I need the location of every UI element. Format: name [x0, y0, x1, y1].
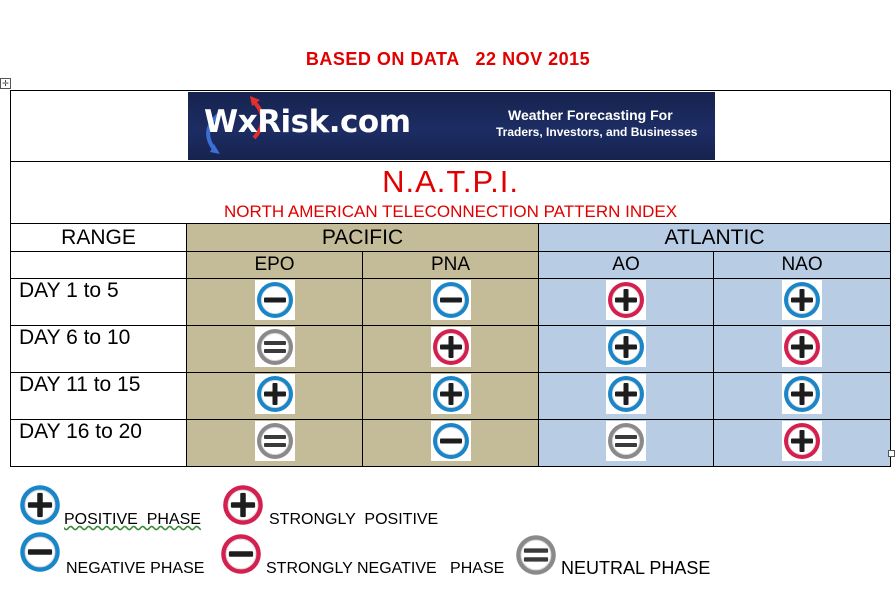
strongly-positive-phase-icon: [221, 483, 265, 527]
phase-cell: [712, 372, 892, 420]
phase-cell: [538, 419, 714, 467]
banner-row: WxRisk.com Weather Forecasting For Trade…: [9, 90, 892, 162]
wxrisk-banner: WxRisk.com Weather Forecasting For Trade…: [188, 92, 715, 160]
phase-cell: [186, 325, 363, 373]
natpi-table: WxRisk.com Weather Forecasting For Trade…: [9, 90, 892, 467]
strongly-positive-phase-icon: [782, 327, 823, 367]
table-row: DAY 11 to 15: [10, 372, 892, 420]
table-move-handle-icon[interactable]: ✛: [0, 78, 11, 89]
banner-tagline-1: Weather Forecasting For: [508, 107, 673, 123]
table-resize-handle[interactable]: [888, 450, 895, 457]
table-row: DAY 1 to 5: [10, 278, 892, 326]
table-row: DAY 16 to 20: [10, 419, 892, 467]
legend-neutral-label: NEUTRAL PHASE: [561, 558, 711, 578]
phase-cell: [712, 419, 892, 467]
positive-phase-icon: [606, 374, 646, 414]
strongly-positive-phase-icon: [606, 280, 646, 320]
phase-cell: [186, 372, 363, 420]
positive-phase-icon: [18, 483, 62, 527]
row-label: DAY 6 to 10: [10, 325, 187, 373]
phase-cell: [362, 325, 539, 373]
legend-strongly-negative-label: STRONGLY NEGATIVE PHASE: [266, 560, 505, 577]
phase-cell: [538, 278, 714, 326]
row-label: DAY 11 to 15: [10, 372, 187, 420]
negative-phase-icon: [18, 530, 62, 574]
row-label: DAY 1 to 5: [10, 278, 187, 326]
neutral-phase-icon: [254, 421, 295, 461]
strongly-positive-phase-icon: [430, 327, 471, 367]
phase-cell: [712, 278, 892, 326]
phase-cell: [538, 372, 714, 420]
strongly-negative-phase-icon: [219, 532, 263, 576]
positive-phase-icon: [254, 374, 295, 414]
negative-phase-icon: [254, 280, 295, 320]
range-header: RANGE: [10, 223, 187, 252]
neutral-phase-icon: [606, 421, 646, 461]
phase-cell: [538, 325, 714, 373]
column-header-pna: PNA: [362, 251, 539, 279]
legend-negative-label: NEGATIVE PHASE: [66, 560, 205, 577]
title-row: N.A.T.P.I. NORTH AMERICAN TELECONNECTION…: [9, 161, 892, 224]
neutral-phase-icon: [514, 533, 558, 577]
column-header-epo: EPO: [186, 251, 363, 279]
positive-phase-icon: [782, 374, 823, 414]
positive-phase-icon: [782, 280, 823, 320]
legend-strongly-positive-label: STRONGLY POSITIVE: [269, 511, 439, 528]
atlantic-header: ATLANTIC: [537, 223, 892, 252]
column-header-nao: NAO: [712, 251, 892, 279]
phase-cell: [186, 278, 363, 326]
legend-positive-label: POSITIVE PHASE: [64, 511, 201, 528]
banner-tagline-2: Traders, Investors, and Businesses: [496, 125, 698, 139]
negative-phase-icon: [430, 421, 471, 461]
logo-arrows-icon: [206, 96, 265, 154]
table-row: DAY 6 to 10: [10, 325, 892, 373]
phase-cell: [362, 419, 539, 467]
strongly-positive-phase-icon: [782, 421, 823, 461]
index-subtitle: NORTH AMERICAN TELECONNECTION PATTERN IN…: [223, 202, 678, 221]
pacific-header: PACIFIC: [186, 223, 539, 252]
negative-phase-icon: [430, 280, 471, 320]
index-title: N.A.T.P.I.: [382, 164, 519, 199]
phase-cell: [362, 278, 539, 326]
positive-phase-icon: [606, 327, 646, 367]
neutral-phase-icon: [254, 327, 295, 367]
phase-cell: [712, 325, 892, 373]
phase-cell: [362, 372, 539, 420]
phase-cell: [186, 419, 363, 467]
row-label: DAY 16 to 20: [10, 419, 187, 467]
blank-subheader: [10, 251, 187, 279]
column-header-ao: AO: [538, 251, 714, 279]
positive-phase-icon: [430, 374, 471, 414]
wxrisk-logo-text: WxRisk.com: [204, 104, 411, 140]
data-date-heading: BASED ON DATA 22 NOV 2015: [305, 49, 591, 69]
